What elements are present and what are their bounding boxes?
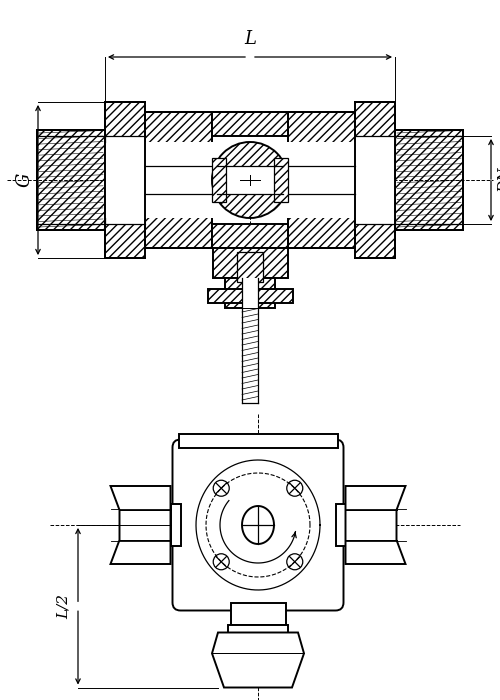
Text: L/2: L/2: [57, 594, 71, 619]
Bar: [336, 504, 345, 546]
Polygon shape: [288, 112, 355, 248]
Polygon shape: [274, 158, 288, 202]
Bar: [217, 166, 283, 194]
Bar: [230, 603, 285, 624]
Polygon shape: [212, 158, 226, 202]
Bar: [170, 504, 180, 546]
Bar: [228, 624, 288, 633]
Polygon shape: [395, 130, 463, 230]
Bar: [178, 433, 338, 447]
Bar: [355, 136, 395, 224]
Polygon shape: [355, 102, 395, 258]
Polygon shape: [346, 486, 406, 564]
Circle shape: [212, 142, 288, 218]
Bar: [242, 278, 258, 308]
Polygon shape: [145, 112, 212, 248]
FancyBboxPatch shape: [172, 440, 344, 610]
Text: L: L: [244, 30, 256, 48]
Polygon shape: [105, 102, 145, 258]
Polygon shape: [212, 224, 288, 248]
Polygon shape: [212, 112, 288, 136]
Polygon shape: [212, 633, 304, 687]
Polygon shape: [225, 278, 275, 308]
Polygon shape: [212, 248, 288, 278]
Bar: [145, 142, 355, 218]
Text: G: G: [16, 173, 34, 187]
Polygon shape: [110, 486, 170, 564]
Polygon shape: [37, 130, 105, 230]
Text: DN: DN: [498, 167, 500, 192]
Bar: [105, 136, 145, 224]
Polygon shape: [237, 252, 263, 282]
Polygon shape: [208, 289, 292, 303]
